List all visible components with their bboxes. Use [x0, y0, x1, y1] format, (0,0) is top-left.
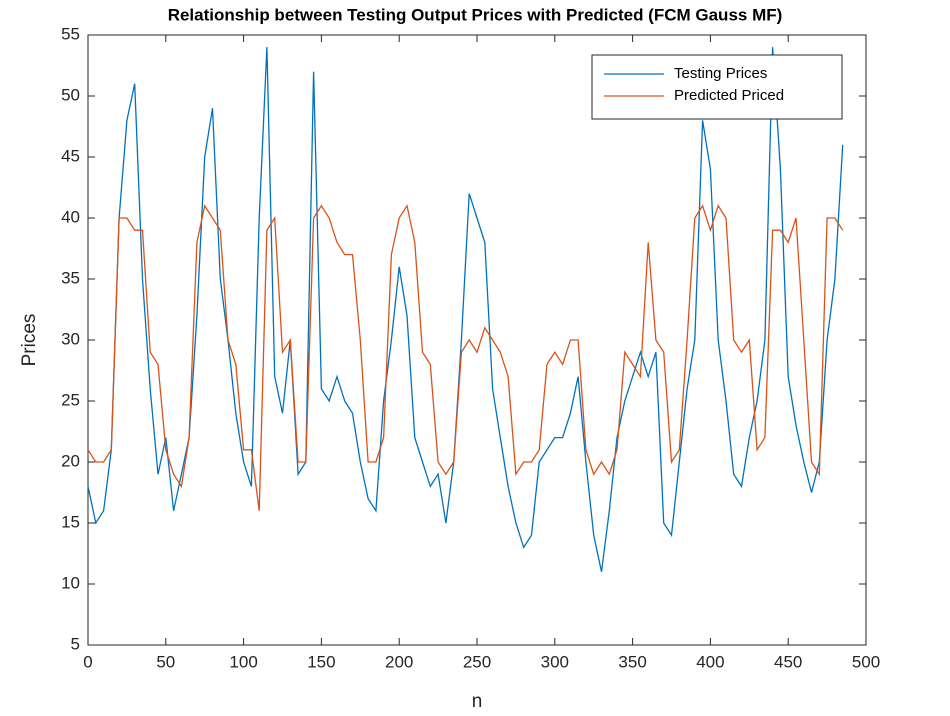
x-tick-label: 200	[385, 652, 413, 671]
x-axis-label: n	[472, 691, 483, 712]
x-tick-label: 500	[852, 652, 880, 671]
x-tick-label: 50	[156, 652, 175, 671]
series-line	[87, 47, 844, 572]
y-tick-label: 45	[61, 146, 80, 165]
legend-label: Testing Prices	[674, 65, 767, 82]
plot-area	[87, 34, 867, 646]
y-tick-label: 35	[61, 268, 80, 287]
legend-label: Predicted Priced	[674, 87, 784, 104]
x-tick-label: 400	[696, 652, 724, 671]
x-tick-label: 450	[774, 652, 802, 671]
y-tick-label: 5	[71, 634, 80, 653]
legend-box	[591, 54, 843, 120]
y-tick-label: 25	[61, 390, 80, 409]
y-tick-label: 30	[61, 329, 80, 348]
x-tick-label: 100	[229, 652, 257, 671]
y-tick-label: 50	[61, 85, 80, 104]
chart-title: Relationship between Testing Output Pric…	[168, 5, 783, 24]
x-tick-label: 250	[463, 652, 491, 671]
x-tick-label: 0	[83, 652, 92, 671]
x-tick-label: 350	[618, 652, 646, 671]
series-line	[87, 204, 844, 511]
y-tick-label: 40	[61, 207, 80, 226]
y-axis-label: Prices	[19, 314, 40, 367]
y-tick-label: 15	[61, 512, 80, 531]
x-tick-label: 300	[541, 652, 569, 671]
x-tick-label: 150	[307, 652, 335, 671]
y-tick-label: 20	[61, 451, 80, 470]
y-tick-label: 55	[61, 24, 80, 43]
y-tick-label: 10	[61, 573, 80, 592]
